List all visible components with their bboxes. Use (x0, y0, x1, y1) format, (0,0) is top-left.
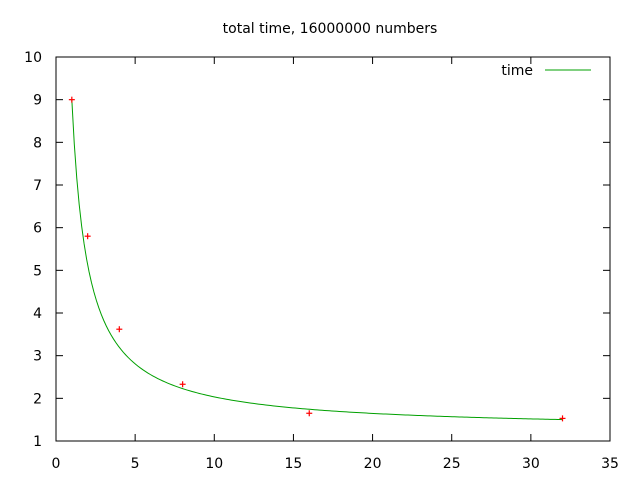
plot-frame (55, 56, 611, 442)
x-tick-label: 20 (364, 456, 382, 472)
data-point (559, 415, 566, 422)
y-tick-label: 1 (33, 434, 42, 450)
x-tick-label: 10 (205, 456, 223, 472)
y-tick-label: 10 (24, 50, 42, 66)
y-tick-label: 3 (33, 349, 42, 365)
data-point (179, 381, 186, 388)
legend-label-time: time (501, 63, 533, 79)
x-tick-label: 30 (522, 456, 540, 472)
legend: time (501, 63, 591, 79)
y-axis: 1 2 3 4 5 6 7 8 9 10 (24, 50, 610, 450)
x-axis: 0 5 10 15 20 25 30 35 (52, 57, 619, 472)
data-point (306, 410, 313, 417)
y-tick-label: 2 (33, 391, 42, 407)
y-tick-label: 4 (33, 306, 42, 322)
data-point (68, 96, 75, 103)
data-point (116, 326, 123, 333)
x-tick-label: 15 (285, 456, 303, 472)
x-tick-label: 35 (601, 456, 619, 472)
y-tick-label: 9 (33, 93, 42, 109)
y-tick-label: 7 (33, 178, 42, 194)
series-layer (68, 96, 566, 422)
x-tick-label: 0 (52, 456, 61, 472)
chart-title: total time, 16000000 numbers (223, 21, 438, 37)
y-tick-label: 6 (33, 221, 42, 237)
x-tick-label: 5 (131, 456, 140, 472)
y-tick-label: 5 (33, 263, 42, 279)
data-point (84, 233, 91, 240)
series-line-time (71, 99, 563, 421)
y-tick-label: 8 (33, 135, 42, 151)
x-tick-label: 25 (443, 456, 461, 472)
